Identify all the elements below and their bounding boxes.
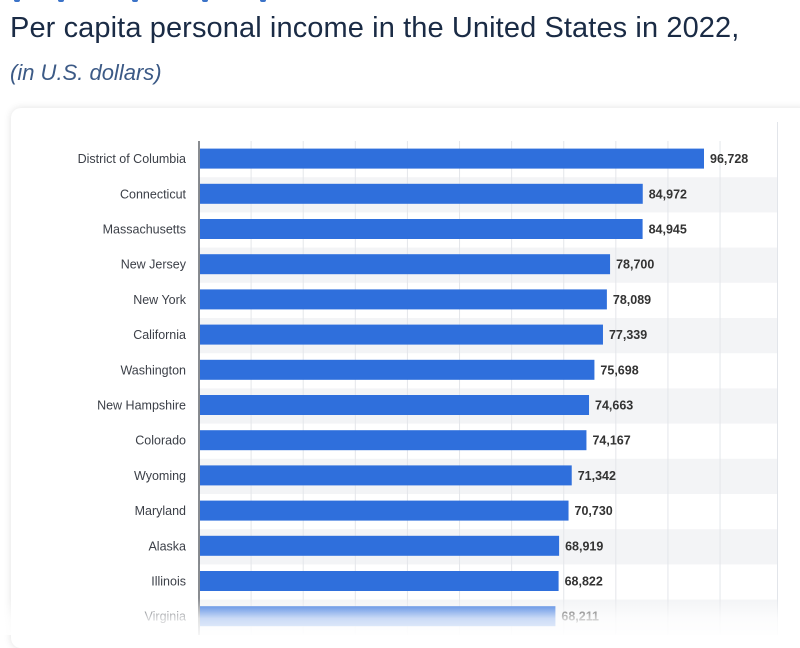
value-label: 68,919: [565, 539, 603, 553]
category-label: California: [133, 328, 186, 342]
category-label: Colorado: [135, 434, 186, 448]
top-strip: [0, 0, 800, 6]
bar: [200, 571, 559, 591]
bar: [200, 535, 560, 556]
bar: [200, 148, 704, 169]
category-label: New Jersey: [121, 258, 187, 272]
bar: [200, 395, 590, 415]
bar: [200, 465, 572, 486]
value-label: 78,089: [613, 293, 651, 307]
category-label: Virginia: [145, 610, 187, 624]
bar: [200, 254, 611, 275]
page-title: Per capita personal income in the United…: [10, 12, 740, 44]
value-label: 74,663: [595, 399, 633, 413]
value-label: 75,698: [600, 363, 638, 377]
category-label: Wyoming: [134, 469, 186, 483]
value-label: 77,339: [609, 328, 647, 342]
bar-chart: District of Columbia 96,728 Connecticut 84,…: [78, 141, 777, 635]
category-label: District of Columbia: [78, 152, 186, 166]
value-label: 74,167: [592, 434, 630, 448]
category-label: Connecticut: [120, 187, 187, 201]
bar: [200, 430, 587, 451]
value-label: 68,822: [565, 575, 603, 589]
bar: [200, 183, 643, 204]
value-label: 84,945: [649, 223, 687, 237]
value-label: 71,342: [578, 469, 616, 483]
bar: [200, 219, 643, 239]
category-label: Massachusetts: [103, 223, 186, 237]
value-label: 68,211: [561, 610, 599, 624]
bar: [200, 359, 595, 380]
value-label: 78,700: [616, 258, 654, 272]
page-subtitle: (in U.S. dollars): [10, 60, 162, 85]
category-label: Washington: [120, 363, 186, 377]
chart-card-right-panel: [777, 122, 800, 635]
value-label: 70,730: [575, 504, 613, 518]
value-label: 84,972: [649, 187, 687, 201]
cropped-header-remnant: [14, 0, 274, 4]
category-label: Alaska: [148, 539, 186, 553]
bar: [200, 289, 607, 310]
bar: [200, 606, 556, 627]
category-label: New Hampshire: [97, 399, 186, 413]
value-label: 96,728: [710, 152, 748, 166]
category-label: New York: [133, 293, 187, 307]
bar: [200, 500, 569, 521]
category-label: Illinois: [151, 575, 186, 589]
category-label: Maryland: [135, 504, 186, 518]
bar: [200, 324, 603, 345]
